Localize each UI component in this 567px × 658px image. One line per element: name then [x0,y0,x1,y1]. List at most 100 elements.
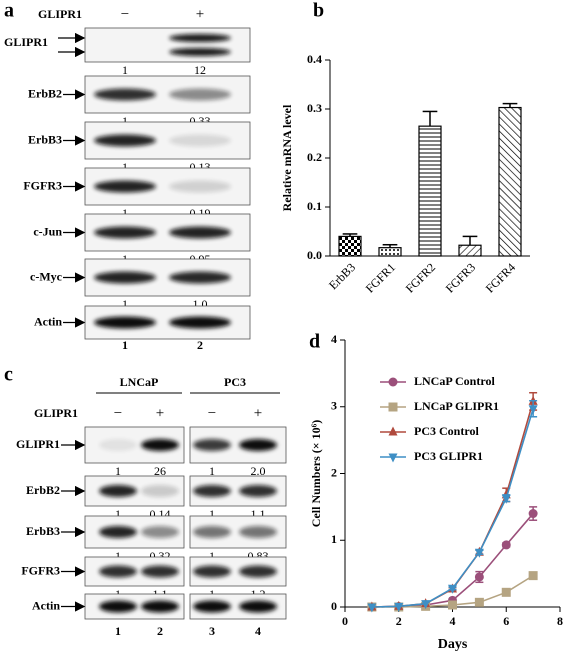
marker [448,600,457,610]
condition-label: + [156,405,164,421]
quantification: 1 [115,549,121,563]
blot-band [141,526,179,538]
bar [418,125,442,257]
protein-label: Actin [34,314,62,328]
blot-band [99,439,137,451]
x-tick-label: ErbB3 [326,260,358,292]
blot-band [99,526,137,538]
cell-line-label: LNCaP [120,375,159,389]
panel-label: d [309,331,320,353]
y-axis-label: Relative mRNA level [280,104,294,211]
marker [528,405,538,415]
blot-band [239,526,277,538]
x-tick-label: FGFR2 [403,260,438,295]
blot-band [94,134,156,147]
y-tick-label: 3 [331,399,337,413]
protein-label: ErbB2 [26,483,60,497]
x-axis-label: Days [438,637,468,652]
quantification: 1 [209,549,215,563]
bar [378,247,402,257]
x-tick-label: FGFR1 [363,260,398,295]
marker [501,587,511,597]
blot-panel [84,27,251,63]
condition-label: + [196,6,204,22]
condition-label: − [114,405,122,421]
marker [474,597,484,607]
marker [394,602,404,612]
legend-marker [388,453,398,463]
legend-marker [388,426,398,436]
condition-label: − [208,405,216,421]
marker [474,572,484,582]
legend-label: LNCaP GLIPR1 [414,399,499,413]
blot-band [239,439,277,451]
y-tick-label: 1 [331,532,337,546]
panel-label: a [4,0,14,22]
blot-band [94,88,156,101]
blot-band [169,226,231,239]
legend-label: PC3 GLIPR1 [414,449,483,463]
marker [448,584,457,594]
blot-band [169,271,231,284]
blot-band [94,316,156,329]
lane-number: 1 [122,338,128,352]
quantification: 26 [154,464,166,478]
x-tick-label: FGFR4 [483,260,518,295]
quantification: 1 [122,160,128,174]
quantification: 1 [115,464,121,478]
bar [498,106,522,257]
y-tick-label: 0 [331,599,337,613]
protein-label: FGFR3 [21,563,60,577]
protein-label: GLIPR1 [16,437,60,451]
x-tick-label: 0 [342,614,348,628]
series-line [371,408,534,608]
protein-label: c-Myc [30,269,63,283]
marker [528,509,538,519]
quantification: 1 [122,297,128,311]
bar [338,235,362,257]
blot-band [99,565,137,578]
lane-number: 3 [209,624,215,638]
y-tick-label: 0.4 [307,52,322,66]
legend-label: PC3 Control [414,424,479,438]
y-tick-label: 0.3 [307,101,322,115]
protein-label: ErbB2 [28,86,62,100]
y-tick-label: 2 [331,465,337,479]
blot-band [141,565,179,578]
blot-band [169,134,231,147]
marker [501,540,511,550]
blot-band [141,600,179,613]
y-tick-label: 4 [331,332,337,346]
lane-number: 2 [157,624,163,638]
legend-marker [388,377,398,387]
y-tick-label: 0.0 [307,248,322,262]
blot-band [141,485,179,497]
treatment-label: GLIPR1 [34,406,78,420]
protein-label: ErbB3 [28,132,62,146]
lane-number: 2 [197,338,203,352]
blot-band [239,600,277,613]
marker [501,494,511,504]
x-tick-label: 6 [503,614,509,628]
quantification: 12 [194,63,206,77]
blot-band [94,180,156,193]
blot-band [193,485,231,497]
quantification: 1 [122,63,128,77]
blot-band [239,565,277,578]
x-tick-label: 8 [557,614,563,628]
marker [367,603,377,613]
marker [528,571,538,581]
condition-label: + [254,405,262,421]
blot-band [94,271,156,284]
protein-label: c-Jun [33,224,62,238]
blot-band [99,600,137,613]
lane-number: 4 [255,624,261,638]
marker [421,600,431,610]
blot-band [141,439,179,451]
x-tick-label: 4 [450,614,456,628]
protein-label: Actin [32,598,60,612]
y-tick-label: 0.2 [307,150,322,164]
marker [474,548,484,558]
blot-band [239,485,277,497]
